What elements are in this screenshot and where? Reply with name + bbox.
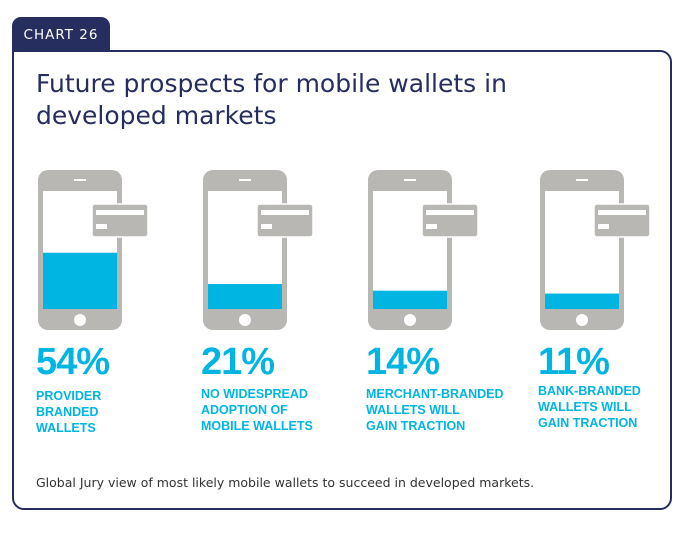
value-label: 14% (366, 341, 440, 383)
phone-speaker (239, 179, 251, 181)
category-label-line: MOBILE WALLETS (201, 419, 313, 433)
category-label-line: ADOPTION OF (201, 403, 288, 417)
phone-speaker (576, 179, 588, 181)
category-label-line: BANK-BRANDED (538, 384, 641, 398)
phone-icon (540, 170, 651, 330)
home-button (404, 314, 416, 326)
phone-icon (203, 170, 314, 330)
bar-fill (43, 252, 117, 309)
category-label-line: WALLETS WILL (366, 403, 460, 417)
category-label-line: NO WIDESPREAD (201, 387, 308, 401)
card-icon (421, 203, 479, 238)
category-label-line: GAIN TRACTION (366, 419, 466, 433)
category-label-line: MERCHANT-BRANDED (366, 387, 504, 401)
category-label-line: WALLETS WILL (538, 400, 632, 414)
phone-speaker (74, 179, 86, 181)
category-label: PROVIDER BRANDED WALLETS (36, 388, 196, 436)
home-button (576, 314, 588, 326)
category-label: NO WIDESPREAD ADOPTION OF MOBILE WALLETS (201, 386, 361, 434)
bar-fill (373, 290, 447, 309)
phone-icon (38, 170, 149, 330)
home-button (74, 314, 86, 326)
phone-speaker (404, 179, 416, 181)
category-label-line: WALLETS (36, 421, 96, 435)
bar-fill (208, 284, 282, 309)
category-label-line: BRANDED (36, 405, 99, 419)
chart-frame (12, 50, 672, 510)
category-label-line: PROVIDER (36, 389, 102, 403)
chart-title: Future prospects for mobile wallets in d… (36, 69, 507, 130)
bar-fill (545, 293, 619, 309)
category-label-line: GAIN TRACTION (538, 416, 638, 430)
card-icon (91, 203, 149, 238)
phone-icon (368, 170, 479, 330)
home-button (239, 314, 251, 326)
card-icon (256, 203, 314, 238)
card-icon (593, 203, 651, 238)
chart-tab: CHART 26 (12, 17, 110, 51)
value-label: 21% (201, 341, 275, 383)
category-label: BANK-BRANDED WALLETS WILL GAIN TRACTION (538, 383, 687, 431)
value-label: 54% (36, 341, 110, 383)
category-label: MERCHANT-BRANDED WALLETS WILL GAIN TRACTIO… (366, 386, 526, 434)
value-label: 11% (538, 341, 610, 383)
footnote: Global Jury view of most likely mobile w… (36, 475, 535, 490)
